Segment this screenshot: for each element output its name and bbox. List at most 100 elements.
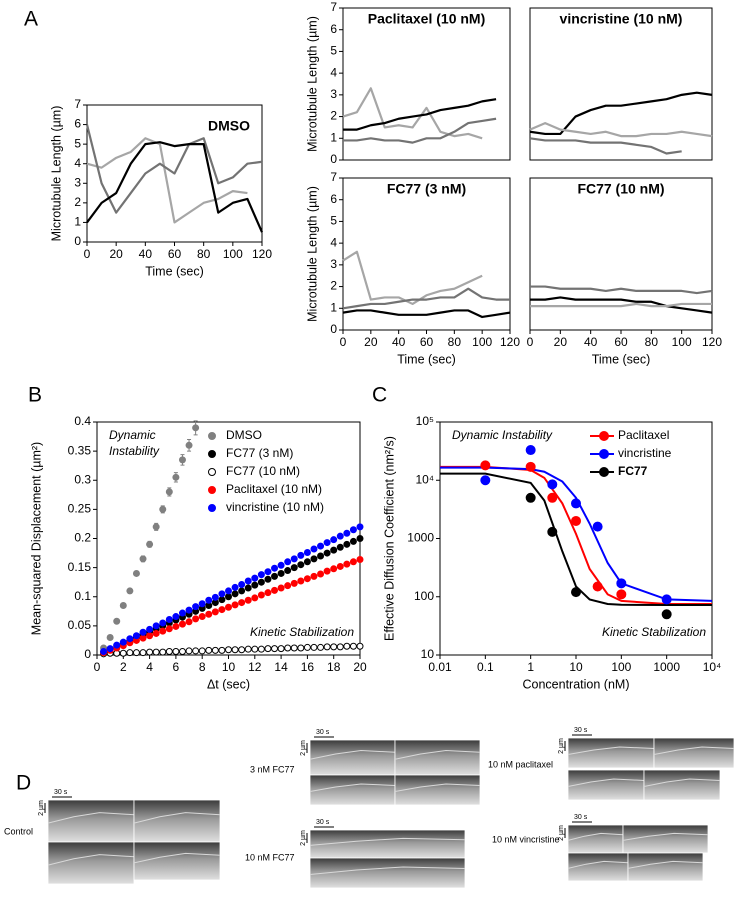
data-point (225, 646, 232, 654)
kymograph-edge (133, 812, 221, 824)
data-point (139, 649, 147, 657)
data-point (257, 571, 265, 579)
annotation: Kinetic Stabilization (250, 625, 354, 639)
data-point (264, 645, 272, 653)
legend-marker (599, 431, 609, 441)
y-tick-label: 6 (330, 192, 337, 206)
data-point (336, 643, 344, 651)
kymograph (47, 841, 135, 885)
data-point (303, 558, 311, 566)
annotation: Dynamic Instability (109, 428, 160, 458)
kymograph (567, 769, 645, 801)
x-tick-label: 0 (527, 335, 534, 349)
scale-label: 30 s (316, 729, 330, 736)
data-point (178, 620, 186, 628)
scale-label: 30 s (316, 819, 330, 826)
data-point (185, 618, 193, 626)
kymograph (627, 852, 704, 882)
data-point (592, 521, 603, 532)
trace-line (342, 250, 483, 306)
x-axis-label: Δt (sec) (207, 677, 250, 691)
data-point (113, 617, 121, 625)
data-point (336, 543, 344, 551)
x-tick-label: 100 (672, 335, 692, 349)
x-axis-label: Time (sec) (397, 352, 456, 366)
kymograph (567, 852, 629, 882)
y-tick-label: 0.3 (74, 472, 91, 486)
kymograph-edge (133, 852, 221, 864)
x-tick-label: 20 (554, 335, 568, 349)
data-point (152, 648, 160, 656)
x-axis-label: Concentration (nM) (523, 677, 630, 691)
x-tick-label: 0 (340, 335, 347, 349)
data-point (277, 645, 285, 653)
data-point (244, 645, 252, 653)
data-point (343, 642, 351, 650)
panel-label: C (372, 384, 387, 407)
kymograph (653, 737, 735, 769)
data-point (271, 572, 279, 580)
data-point (165, 648, 173, 656)
x-tick-label: 40 (584, 335, 598, 349)
data-point (139, 555, 147, 563)
y-tick-label: 0 (84, 647, 91, 661)
data-point (146, 648, 154, 656)
data-point (146, 540, 154, 548)
data-point (231, 601, 239, 609)
plot-frame (529, 7, 713, 161)
data-point (126, 649, 134, 657)
data-point (303, 575, 311, 583)
data-point (290, 564, 298, 572)
data-point (323, 643, 331, 651)
kymograph-edge (653, 746, 735, 755)
trace-line (530, 302, 712, 308)
scale-label: 30 s (54, 789, 68, 796)
data-point (251, 581, 259, 589)
kymograph (309, 739, 396, 776)
scale-label: 2 µm (558, 738, 565, 754)
kymograph (643, 769, 721, 801)
y-tick-label: 1 (74, 215, 81, 229)
data-point (616, 589, 627, 600)
data-point (159, 505, 167, 513)
data-point (525, 445, 536, 456)
y-tick-label: 3 (74, 175, 81, 189)
fit-curve (440, 472, 712, 607)
x-axis-label: Time (sec) (592, 352, 651, 366)
data-point (330, 536, 338, 544)
trace-line (530, 296, 713, 314)
x-tick-label: 80 (448, 335, 462, 349)
y-tick-label: 4 (330, 65, 337, 79)
data-point (152, 523, 160, 531)
kymograph-edge (567, 860, 629, 869)
data-point (297, 551, 305, 559)
y-tick-label: 2 (330, 279, 337, 293)
legend-marker (599, 449, 609, 459)
data-point (297, 561, 305, 569)
data-point (303, 643, 311, 651)
y-tick-label: 7 (330, 0, 337, 14)
x-tick-label: 18 (327, 660, 341, 674)
kymograph-edge (394, 783, 481, 792)
data-point (480, 460, 491, 471)
data-point (205, 646, 213, 654)
data-point (146, 632, 154, 640)
data-point (290, 579, 298, 587)
y-tick-label: 7 (74, 97, 81, 111)
data-point (251, 645, 259, 653)
legend-marker (208, 450, 216, 458)
y-tick-label: 0.35 (68, 443, 92, 457)
data-point (244, 596, 252, 604)
kymograph-edge (567, 832, 624, 841)
data-point (264, 568, 272, 576)
fit-curve (440, 465, 712, 606)
x-tick-label: 0 (94, 660, 101, 674)
data-point (172, 473, 180, 481)
data-point (264, 589, 272, 597)
y-tick-label: 1000 (407, 531, 434, 545)
y-axis-label: Microtubule Length (µm) (49, 106, 63, 242)
kymograph (133, 841, 221, 881)
x-axis-label: Time (sec) (145, 264, 204, 278)
kymograph-label: 10 nM paclitaxel (488, 759, 553, 769)
